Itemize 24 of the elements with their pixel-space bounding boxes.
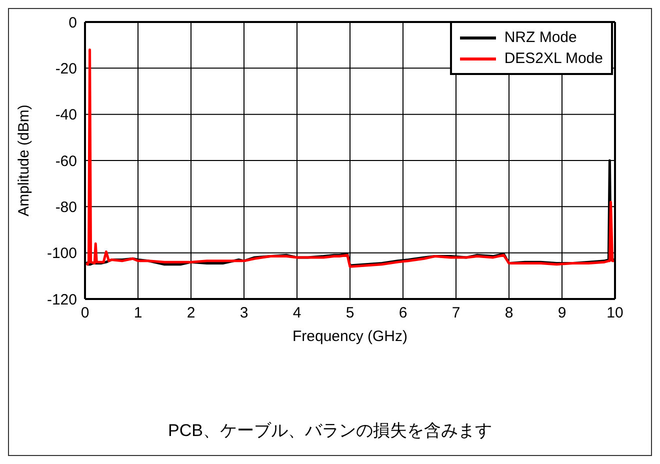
text: PCB、ケーブル、バランの損失を含みます — [167, 420, 493, 442]
x-tick-label: 6 — [398, 304, 408, 322]
y-tick-label: -40 — [55, 106, 77, 124]
x-tick-label: 2 — [186, 304, 196, 322]
x-tick-label: 0 — [80, 304, 90, 322]
y-tick-label: -60 — [55, 152, 77, 170]
x-tick-label: 3 — [240, 304, 248, 322]
line-series — [85, 48, 615, 268]
x-tick-label: 4 — [292, 304, 302, 322]
x-tick-label: 10 — [606, 304, 624, 322]
legend-label: NRZ Mode — [504, 28, 577, 48]
x-tick-label: 7 — [452, 304, 460, 322]
x-tick-label: 1 — [134, 304, 142, 322]
y-tick-label: -80 — [55, 198, 77, 216]
y-axis-title: Amplitude (dBm) — [15, 104, 32, 216]
y-tick-label: -120 — [46, 291, 77, 308]
y-tick-label: -20 — [55, 60, 77, 78]
x-tick-label: 8 — [504, 304, 514, 322]
x-tick-label: 9 — [558, 304, 566, 322]
x-axis-title: Frequency (GHz) — [292, 328, 408, 345]
y-tick-label: 0 — [68, 14, 77, 32]
y-tick-label: -100 — [46, 245, 77, 262]
legend-label: DES2XL Mode — [504, 49, 603, 69]
x-tick-label: 5 — [346, 304, 354, 322]
